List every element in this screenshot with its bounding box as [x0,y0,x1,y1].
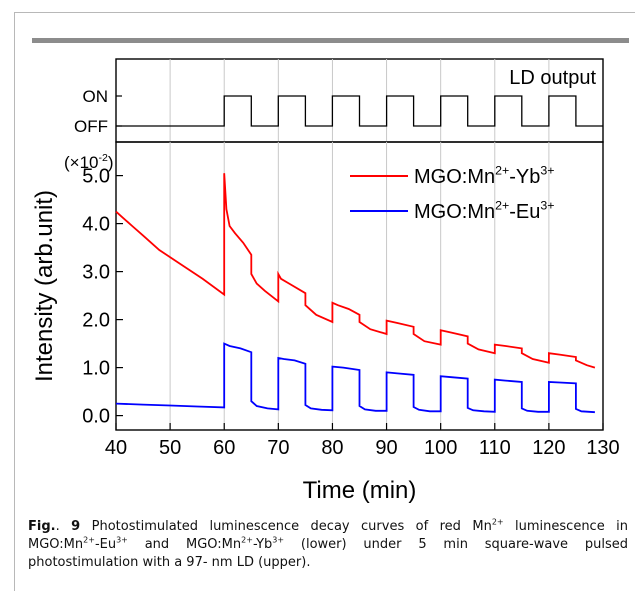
x-tick-label: 70 [267,437,289,459]
caption-fig-label: Fig. [28,519,56,534]
upper-ytick-label: OFF [74,117,108,136]
x-tick-label: 80 [321,437,343,459]
caption-fig-number: 9 [71,519,81,534]
caption-sup-3: 3+ [116,535,128,545]
caption-text-4: and MGO:Mn [127,537,242,552]
x-tick-label: 100 [424,437,457,459]
y-scale-label-part-2: ) [108,153,114,172]
x-tick-label: 40 [105,437,127,459]
y-tick-label: 5.0 [82,166,110,188]
caption-fig-sep: . [55,519,72,534]
legend-label-1: MGO:Mn2+-Eu3+ [414,199,555,223]
legend-label-1-part-2: -Eu [509,201,540,223]
y-tick-label: 2.0 [82,310,110,332]
legend-label-1-part-1: 2+ [495,199,509,213]
x-tick-label: 90 [375,437,397,459]
legend-label-1-part-3: 3+ [540,199,554,213]
legend-label-0-part-0: MGO:Mn [414,166,495,188]
x-axis-title: Time (min) [303,477,417,504]
y-scale-label-part-1: -2 [99,152,109,164]
caption-sup-5: 3+ [272,535,285,545]
y-tick-label: 0.0 [82,406,110,428]
caption-sup-2: 2+ [83,535,95,545]
caption-text-5: -Yb [252,537,273,552]
y-tick-label: 1.0 [82,358,110,380]
figure-chart: ON OFF LD output 40 50 60 70 80 90 100 110 120 130 0.… [31,58,620,504]
legend-label-0-part-2: -Yb [509,166,540,188]
caption-text-3: -Eu [94,537,117,552]
caption-text-2: luminescence in MGO:Mn [28,519,628,552]
y-tick-label: 4.0 [82,214,110,236]
series-line-1 [115,342,595,414]
figure-frame [14,12,635,591]
upper-ytick-label: ON [83,87,109,106]
figure-caption: Fig.. 9 Photostimulated luminescence dec… [28,518,628,572]
upper-legend-label: LD output [509,67,596,89]
y-tick-label: 3.0 [82,262,110,284]
series-line-0 [115,173,596,369]
legend-label-0-part-3: 3+ [540,164,554,178]
x-tick-label: 120 [532,437,565,459]
x-tick-label: 60 [213,437,235,459]
y-axis-title: Intensity (arb.unit) [31,190,58,382]
x-tick-label: 130 [586,437,619,459]
caption-text-6: (lower) under 5 min square-wave pulsed p… [28,537,628,570]
x-tick-label: 110 [479,437,511,459]
caption-sup-1: 2+ [491,517,504,527]
y-scale-label-part-0: (×10 [64,153,99,172]
x-tick-label: 50 [159,437,181,459]
caption-text-1: Photostimulated luminescence decay curve… [80,519,492,534]
lower-plot-frame [115,141,604,431]
header-bar [32,38,629,43]
legend-label-0-part-1: 2+ [495,164,509,178]
y-scale-label: (×10-2) [64,152,114,172]
caption-sup-4: 2+ [241,535,253,545]
legend-label-0: MGO:Mn2+-Yb3+ [414,164,555,188]
legend-label-1-part-0: MGO:Mn [414,201,495,223]
series-line-ld-output [116,95,603,127]
